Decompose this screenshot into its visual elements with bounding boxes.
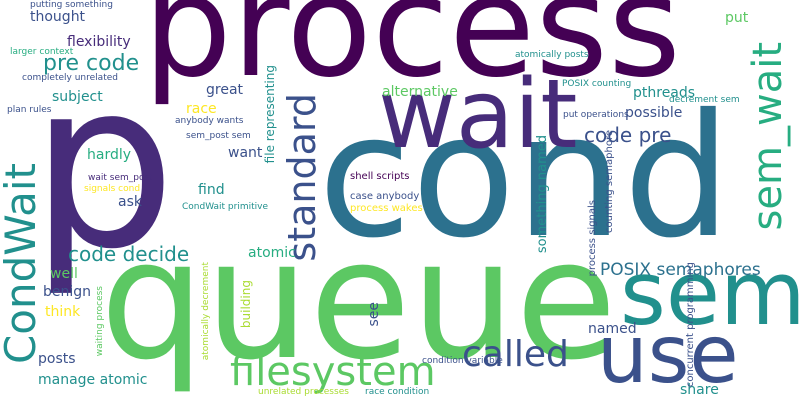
cloud-word-find: find	[198, 182, 225, 198]
cloud-word-thought: thought	[30, 9, 86, 25]
cloud-word-possible: possible	[625, 105, 683, 121]
cloud-word-think: think	[45, 304, 81, 320]
cloud-word-filesystem: filesystem	[230, 349, 436, 395]
cloud-word-building: building	[239, 280, 253, 329]
cloud-word-shell-scripts: shell scripts	[350, 171, 410, 182]
cloud-word-plan-rules: plan rules	[7, 105, 52, 115]
cloud-word-condwait-primitive: CondWait primitive	[182, 202, 269, 212]
cloud-word-something-named: something named	[535, 135, 550, 254]
cloud-word-counting-semaphore: counting semaphore	[604, 130, 615, 233]
cloud-word-want: want	[228, 145, 263, 161]
cloud-word-code-decide: code decide	[68, 242, 190, 266]
cloud-word-case-anybody: case anybody	[350, 191, 420, 202]
cloud-word-share: share	[680, 382, 719, 398]
cloud-word-atomic: atomic	[248, 245, 296, 261]
cloud-word-atomically-posts: atomically posts	[515, 50, 589, 60]
cloud-word-process-signals: process signals	[587, 200, 598, 277]
cloud-word-signals-cond: signals cond	[84, 184, 141, 194]
cloud-word-anybody-wants: anybody wants	[175, 116, 244, 126]
cloud-word-unrelated-processes: unrelated processes	[258, 387, 349, 397]
cloud-word-race-condition: race condition	[365, 387, 430, 397]
cloud-word-manage-atomic: manage atomic	[38, 372, 148, 388]
cloud-word-see: see	[366, 302, 382, 327]
cloud-word-sem-wait: sem_wait	[745, 42, 791, 231]
cloud-word-great: great	[206, 82, 244, 98]
cloud-word-flexibility: flexibility	[67, 34, 131, 50]
cloud-word-concurrent-programming: concurrent programming	[685, 262, 696, 388]
cloud-word-well: well	[50, 266, 78, 282]
cloud-word-put: put	[725, 10, 749, 26]
cloud-word-ask: ask	[118, 194, 142, 210]
cloud-word-condition-variable: condition variable	[422, 356, 503, 366]
cloud-word-decrement-sem: decrement sem	[669, 95, 740, 105]
cloud-word-larger-context: larger context	[10, 47, 74, 57]
cloud-word-sem: sem	[620, 242, 800, 345]
cloud-word-race: race	[186, 101, 217, 117]
cloud-word-queue: queue	[100, 204, 617, 396]
cloud-word-pre-code: pre code	[43, 51, 140, 76]
cloud-word-process: process	[143, 0, 681, 109]
cloud-word-hardly: hardly	[87, 147, 132, 163]
cloud-word-pthreads: pthreads	[633, 85, 696, 101]
cloud-word-sem-post-sem: sem_post sem	[186, 131, 251, 141]
cloud-word-put-operations: put operations	[563, 110, 629, 120]
cloud-word-code-pre: code pre	[584, 123, 672, 147]
cloud-word-wait: wait	[378, 60, 578, 170]
cloud-word-posts: posts	[38, 351, 76, 367]
cloud-word-alternative: alternative	[382, 84, 458, 100]
cloud-word-standard: standard	[280, 93, 324, 262]
cloud-word-p: p	[30, 33, 176, 300]
cloud-word-completely-unrelated: completely unrelated	[22, 73, 118, 83]
cloud-word-putting-something: putting something	[30, 0, 113, 10]
cloud-word-atomically-decrement: atomically decrement	[201, 262, 211, 361]
cloud-word-posix-counting: POSIX counting	[562, 79, 632, 89]
cloud-word-waiting-process: waiting process	[95, 286, 105, 357]
cloud-word-named: named	[588, 321, 637, 337]
cloud-word-condwait: CondWait	[0, 163, 45, 365]
cloud-word-cond: cond	[318, 78, 732, 276]
cloud-word-file-representing: file representing	[263, 65, 277, 164]
cloud-word-use: use	[597, 308, 739, 400]
cloud-word-subject: subject	[52, 89, 103, 105]
cloud-word-process-wakes: process wakes	[350, 203, 423, 214]
cloud-word-benign: benign	[43, 284, 92, 300]
cloud-word-posix-semaphores: POSIX semaphores	[600, 260, 761, 280]
cloud-word-wait-sem-post: wait sem_post	[88, 173, 153, 183]
cloud-word-called: called	[462, 334, 569, 375]
